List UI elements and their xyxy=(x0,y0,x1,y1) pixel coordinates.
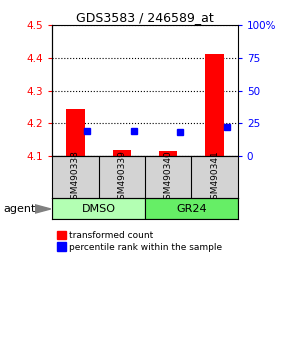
Bar xyxy=(113,150,131,156)
Text: GSM490338: GSM490338 xyxy=(71,150,80,205)
Bar xyxy=(145,199,238,219)
Text: GR24: GR24 xyxy=(176,204,207,214)
Polygon shape xyxy=(35,205,51,213)
Text: GSM490339: GSM490339 xyxy=(117,150,126,205)
Text: GSM490340: GSM490340 xyxy=(164,150,173,205)
Bar xyxy=(159,152,177,156)
Legend: transformed count, percentile rank within the sample: transformed count, percentile rank withi… xyxy=(57,231,222,252)
Bar xyxy=(66,109,85,156)
Text: GSM490341: GSM490341 xyxy=(210,150,219,205)
Title: GDS3583 / 246589_at: GDS3583 / 246589_at xyxy=(76,11,214,24)
Bar xyxy=(205,55,224,156)
Text: agent: agent xyxy=(3,204,35,214)
Text: DMSO: DMSO xyxy=(81,204,116,214)
Bar xyxy=(52,199,145,219)
